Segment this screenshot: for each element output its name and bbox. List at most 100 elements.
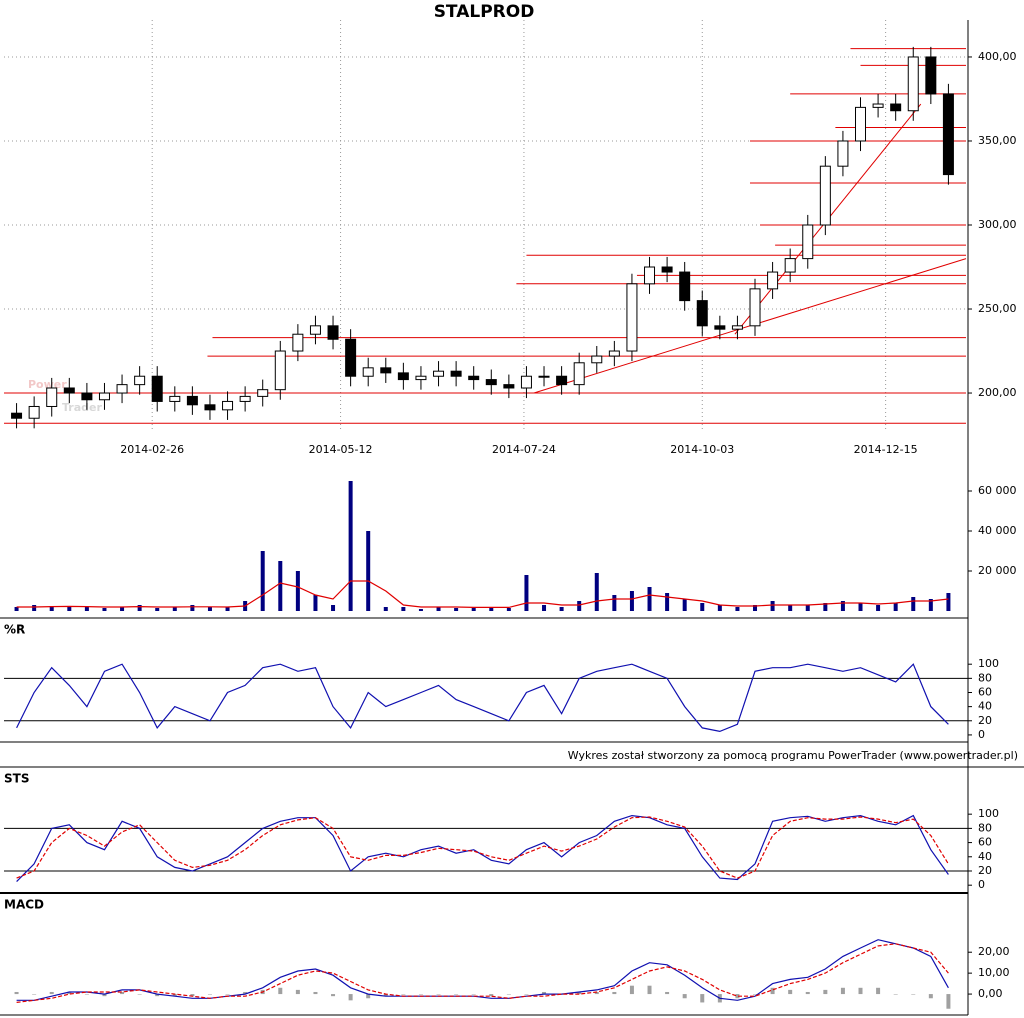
volume-bar [436, 607, 441, 611]
y-tick-label: 200,00 [978, 386, 1017, 399]
histogram-bar [102, 994, 107, 997]
volume-bar [665, 593, 670, 611]
histogram-bar [524, 994, 529, 995]
chart-title: STALPROD [434, 2, 535, 22]
volume-bar [102, 608, 107, 611]
volume-bar [506, 608, 511, 611]
y-tick-label: 10,00 [978, 966, 1010, 979]
candle-body [415, 375, 427, 381]
histogram-bar [805, 991, 810, 995]
volume-bar [594, 573, 599, 611]
volume-bar [331, 605, 336, 611]
histogram-bar [313, 991, 318, 995]
volume-bar [155, 608, 160, 611]
candle-body [679, 271, 691, 302]
histogram-bar [823, 989, 828, 995]
volume-bar [313, 595, 318, 611]
candle-body [872, 103, 884, 108]
candle-body [204, 404, 216, 411]
candle-body [468, 375, 480, 381]
histogram-bar [278, 987, 283, 995]
x-tick-label: 2014-05-12 [309, 443, 373, 456]
candle-body [63, 387, 75, 394]
y-tick-label: 60 [978, 836, 992, 849]
histogram-bar [489, 994, 494, 997]
histogram-bar [858, 987, 863, 995]
y-tick-label: 80 [978, 671, 992, 684]
volume-bar [577, 601, 582, 611]
volume-bar [383, 607, 388, 611]
volume-bar [172, 607, 177, 611]
y-tick-label: 20 [978, 864, 992, 877]
volume-bar [629, 591, 634, 611]
volume-bar [32, 605, 37, 611]
histogram-bar [418, 994, 423, 995]
candle-body [556, 375, 568, 386]
y-tick-label: 80 [978, 821, 992, 834]
volume-bar [876, 605, 881, 611]
candle-body [169, 395, 181, 402]
candle-body [890, 103, 902, 112]
volume-bar [542, 605, 547, 611]
volume-bar [682, 599, 687, 611]
candle-body [433, 370, 445, 377]
series-line [16, 580, 949, 608]
histogram-bar [225, 994, 230, 995]
y-tick-label: 40 000 [978, 524, 1017, 537]
x-tick-label: 2014-10-03 [670, 443, 734, 456]
volume-bar [559, 607, 564, 611]
histogram-bar [876, 987, 881, 995]
histogram-bar [577, 991, 582, 995]
histogram-bar [190, 994, 195, 997]
y-tick-label: 0 [978, 878, 985, 891]
histogram-bar [155, 994, 160, 997]
histogram-bar [542, 991, 547, 995]
histogram-bar [14, 991, 19, 995]
series-line [16, 816, 949, 879]
panel-title: MACD [4, 898, 44, 912]
candle-body [784, 258, 796, 273]
volume-bar [454, 608, 459, 611]
candle-body [450, 370, 462, 377]
volume-bar [911, 597, 916, 611]
histogram-bar [348, 994, 353, 1001]
histogram-bar [401, 994, 406, 995]
histogram-bar [84, 994, 89, 995]
volume-bar [858, 603, 863, 611]
volume-bar [753, 605, 758, 611]
histogram-bar [665, 991, 670, 995]
candle-body [274, 350, 286, 391]
volume-bar [137, 605, 142, 611]
histogram-bar [120, 991, 125, 995]
candle-body [11, 412, 23, 419]
candle-body [626, 283, 638, 352]
histogram-bar [243, 991, 248, 995]
y-tick-label: 350,00 [978, 134, 1017, 147]
volume-bar [700, 603, 705, 611]
candle-body [28, 405, 40, 419]
candle-body [116, 384, 128, 394]
volume-bar [348, 481, 353, 611]
y-tick-label: 40 [978, 700, 992, 713]
volume-bar [207, 607, 212, 611]
volume-bar [120, 607, 125, 611]
y-tick-label: 100 [978, 657, 999, 670]
y-tick-label: 40 [978, 850, 992, 863]
histogram-bar [928, 994, 933, 999]
candle-body [696, 300, 708, 327]
volume-bar [770, 601, 775, 611]
y-tick-label: 400,00 [978, 50, 1017, 63]
histogram-bar [840, 987, 845, 995]
volume-bar [928, 599, 933, 611]
volume-bar [190, 605, 195, 611]
y-tick-label: 250,00 [978, 302, 1017, 315]
candle-body [714, 325, 726, 330]
volume-bar [717, 605, 722, 611]
candle-body [222, 400, 234, 411]
histogram-bar [436, 994, 441, 995]
candle-body [485, 379, 497, 386]
y-tick-label: 20 [978, 714, 992, 727]
candle-body [837, 140, 849, 167]
volume-bar [840, 601, 845, 611]
